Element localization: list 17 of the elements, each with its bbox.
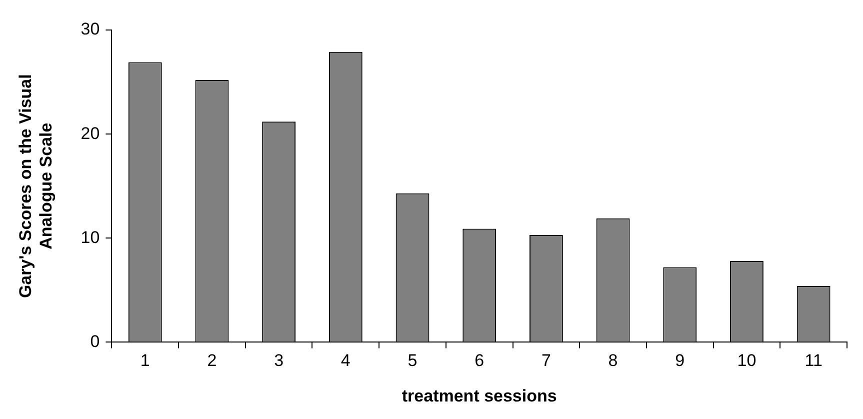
y-tick-label: 20 (80, 124, 100, 143)
x-tick-label: 2 (207, 351, 217, 370)
y-tick-label: 30 (80, 20, 100, 39)
x-tick-label: 9 (675, 351, 685, 370)
y-axis-title: Gary's Scores on the Visual Analogue Scale (16, 74, 56, 298)
x-tick-label: 5 (408, 351, 418, 370)
x-tick-label: 7 (541, 351, 551, 370)
x-tick-label: 11 (804, 351, 822, 370)
x-tick-label: 1 (140, 351, 150, 370)
x-tick-label: 8 (608, 351, 618, 370)
x-tick-label: 4 (340, 351, 350, 370)
x-tick-label: 6 (474, 351, 484, 370)
y-tick-label: 0 (90, 332, 100, 351)
x-tick-label: 3 (274, 351, 284, 370)
x-axis-title: treatment sessions (402, 386, 557, 406)
x-tick-label: 10 (737, 351, 756, 370)
y-tick-label: 10 (80, 228, 100, 247)
